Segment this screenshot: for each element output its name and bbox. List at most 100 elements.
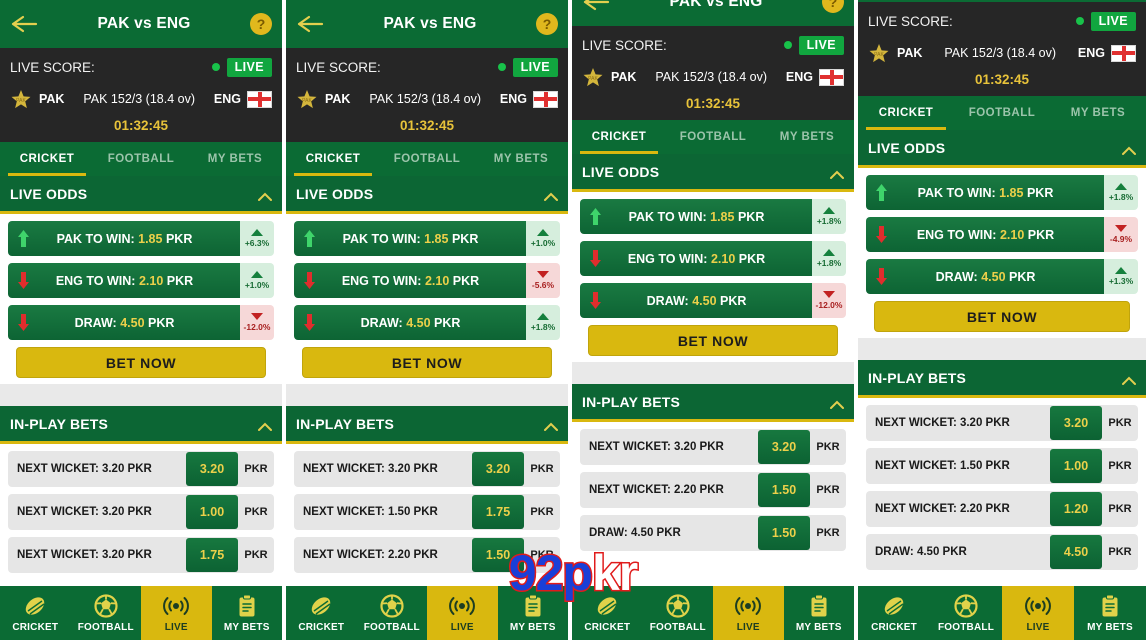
- odds-row[interactable]: PAK TO WIN: 1.85 PKR +1.0%: [294, 221, 560, 256]
- panel-scroller[interactable]: PAK vs ENG ? LIVE SCORE: LIVE PAK PAK PA…: [286, 0, 568, 640]
- bet-row[interactable]: NEXT WICKET: 1.50 PKR 1.00 PKR: [866, 448, 1138, 484]
- back-arrow-icon[interactable]: [296, 13, 324, 35]
- odds-row[interactable]: DRAW: 4.50 PKR +1.8%: [294, 305, 560, 340]
- odds-row[interactable]: DRAW: 4.50 PKR -12.0%: [8, 305, 274, 340]
- nav-item-cricket[interactable]: CRICKET: [286, 586, 357, 640]
- bet-odd-button[interactable]: 1.50: [758, 516, 810, 550]
- odds-row[interactable]: ENG TO WIN: 2.10 PKR -4.9%: [866, 217, 1138, 252]
- help-circle-icon[interactable]: ?: [250, 13, 272, 35]
- odds-main[interactable]: PAK TO WIN: 1.85 PKR: [580, 199, 812, 234]
- nav-item-cricket[interactable]: CRICKET: [572, 586, 643, 640]
- bet-row[interactable]: NEXT WICKET: 3.20 PKR 3.20 PKR: [580, 429, 846, 465]
- chevron-up-icon[interactable]: [258, 189, 272, 201]
- in-play-bets-header[interactable]: IN-PLAY BETS: [572, 384, 854, 422]
- bet-odd-button[interactable]: 1.20: [1050, 492, 1102, 526]
- live-odds-header[interactable]: LIVE ODDS: [286, 176, 568, 214]
- nav-item-my-bets[interactable]: MY BETS: [1074, 586, 1146, 640]
- bet-row[interactable]: DRAW: 4.50 PKR 1.50 PKR: [580, 515, 846, 551]
- odds-row[interactable]: PAK TO WIN: 1.85 PKR +6.3%: [8, 221, 274, 256]
- live-odds-header[interactable]: LIVE ODDS: [0, 176, 282, 214]
- bet-odd-button[interactable]: 3.20: [186, 452, 238, 486]
- bet-odd-button[interactable]: 1.00: [1050, 449, 1102, 483]
- odds-main[interactable]: ENG TO WIN: 2.10 PKR: [8, 263, 240, 298]
- bet-odd-button[interactable]: 3.20: [472, 452, 524, 486]
- nav-item-my-bets[interactable]: MY BETS: [784, 586, 855, 640]
- chevron-up-icon[interactable]: [830, 167, 844, 179]
- nav-item-cricket[interactable]: CRICKET: [858, 586, 930, 640]
- chevron-up-icon[interactable]: [830, 397, 844, 409]
- chevron-up-icon[interactable]: [1122, 143, 1136, 155]
- bet-odd-button[interactable]: 4.50: [1050, 535, 1102, 569]
- nav-item-my-bets[interactable]: MY BETS: [212, 586, 283, 640]
- chevron-up-icon[interactable]: [1122, 373, 1136, 385]
- chevron-up-icon[interactable]: [258, 419, 272, 431]
- tab-football[interactable]: FOOTBALL: [968, 107, 1036, 119]
- tab-my-bets[interactable]: MY BETS: [493, 153, 549, 165]
- bet-row[interactable]: NEXT WICKET: 2.20 PKR 1.20 PKR: [866, 491, 1138, 527]
- bet-now-button[interactable]: BET NOW: [874, 301, 1130, 332]
- nav-item-football[interactable]: FOOTBALL: [643, 586, 714, 640]
- bet-odd-button[interactable]: 1.75: [472, 495, 524, 529]
- nav-item-football[interactable]: FOOTBALL: [357, 586, 428, 640]
- tab-football[interactable]: FOOTBALL: [679, 131, 747, 143]
- odds-row[interactable]: DRAW: 4.50 PKR -12.0%: [580, 283, 846, 318]
- bet-odd-button[interactable]: 1.75: [186, 538, 238, 572]
- odds-main[interactable]: DRAW: 4.50 PKR: [294, 305, 526, 340]
- in-play-bets-header[interactable]: IN-PLAY BETS: [286, 406, 568, 444]
- tab-cricket[interactable]: CRICKET: [286, 142, 380, 176]
- nav-item-live[interactable]: LIVE: [1002, 586, 1074, 640]
- odds-row[interactable]: ENG TO WIN: 2.10 PKR +1.8%: [580, 241, 846, 276]
- help-circle-icon[interactable]: ?: [536, 13, 558, 35]
- odds-main[interactable]: DRAW: 4.50 PKR: [580, 283, 812, 318]
- tab-my-bets[interactable]: MY BETS: [1070, 107, 1126, 119]
- bet-odd-button[interactable]: 3.20: [1050, 406, 1102, 440]
- nav-item-live[interactable]: LIVE: [713, 586, 784, 640]
- tab-my-bets[interactable]: MY BETS: [779, 131, 835, 143]
- tab-cricket[interactable]: CRICKET: [572, 120, 666, 154]
- live-odds-header[interactable]: LIVE ODDS: [572, 154, 854, 192]
- odds-row[interactable]: DRAW: 4.50 PKR +1.3%: [866, 259, 1138, 294]
- panel-scroller[interactable]: PAK vs ENG ? LIVE SCORE: LIVE PAK PAK PA…: [572, 0, 854, 640]
- odds-main[interactable]: PAK TO WIN: 1.85 PKR: [8, 221, 240, 256]
- bet-row[interactable]: NEXT WICKET: 2.20 PKR 1.50 PKR: [580, 472, 846, 508]
- odds-row[interactable]: PAK TO WIN: 1.85 PKR +1.8%: [580, 199, 846, 234]
- odds-main[interactable]: ENG TO WIN: 2.10 PKR: [580, 241, 812, 276]
- nav-item-football[interactable]: FOOTBALL: [930, 586, 1002, 640]
- tab-my-bets[interactable]: MY BETS: [207, 153, 263, 165]
- in-play-bets-header[interactable]: IN-PLAY BETS: [858, 360, 1146, 398]
- panel-scroller[interactable]: PAK vs ENG ? LIVE SCORE: LIVE PAK PAK PA…: [0, 0, 282, 640]
- bet-odd-button[interactable]: 1.50: [758, 473, 810, 507]
- bet-now-button[interactable]: BET NOW: [16, 347, 266, 378]
- odds-main[interactable]: ENG TO WIN: 2.10 PKR: [294, 263, 526, 298]
- odds-main[interactable]: DRAW: 4.50 PKR: [8, 305, 240, 340]
- bet-row[interactable]: NEXT WICKET: 3.20 PKR 3.20 PKR: [294, 451, 560, 487]
- bet-row[interactable]: NEXT WICKET: 3.20 PKR 1.75 PKR: [8, 537, 274, 573]
- panel-scroller[interactable]: PAK vs ENG ? LIVE SCORE: LIVE PAK PAK PA…: [858, 0, 1146, 640]
- nav-item-my-bets[interactable]: MY BETS: [498, 586, 569, 640]
- tab-football[interactable]: FOOTBALL: [393, 153, 461, 165]
- bet-odd-button[interactable]: 1.50: [472, 538, 524, 572]
- bet-row[interactable]: NEXT WICKET: 2.20 PKR 1.50 PKR: [294, 537, 560, 573]
- back-arrow-icon[interactable]: [10, 13, 38, 35]
- live-odds-header[interactable]: LIVE ODDS: [858, 130, 1146, 168]
- in-play-bets-header[interactable]: IN-PLAY BETS: [0, 406, 282, 444]
- odds-main[interactable]: DRAW: 4.50 PKR: [866, 259, 1104, 294]
- odds-row[interactable]: ENG TO WIN: 2.10 PKR -5.6%: [294, 263, 560, 298]
- nav-item-football[interactable]: FOOTBALL: [71, 586, 142, 640]
- chevron-up-icon[interactable]: [544, 419, 558, 431]
- bet-now-button[interactable]: BET NOW: [588, 325, 838, 356]
- odds-row[interactable]: ENG TO WIN: 2.10 PKR +1.0%: [8, 263, 274, 298]
- bet-row[interactable]: NEXT WICKET: 3.20 PKR 1.00 PKR: [8, 494, 274, 530]
- nav-item-live[interactable]: LIVE: [427, 586, 498, 640]
- bet-row[interactable]: DRAW: 4.50 PKR 4.50 PKR: [866, 534, 1138, 570]
- nav-item-cricket[interactable]: CRICKET: [0, 586, 71, 640]
- tab-football[interactable]: FOOTBALL: [107, 153, 175, 165]
- odds-main[interactable]: PAK TO WIN: 1.85 PKR: [866, 175, 1104, 210]
- bet-now-button[interactable]: BET NOW: [302, 347, 552, 378]
- back-arrow-icon[interactable]: [582, 0, 610, 13]
- tab-cricket[interactable]: CRICKET: [858, 96, 954, 130]
- bet-row[interactable]: NEXT WICKET: 3.20 PKR 3.20 PKR: [866, 405, 1138, 441]
- odds-main[interactable]: ENG TO WIN: 2.10 PKR: [866, 217, 1104, 252]
- odds-main[interactable]: PAK TO WIN: 1.85 PKR: [294, 221, 526, 256]
- bet-row[interactable]: NEXT WICKET: 3.20 PKR 3.20 PKR: [8, 451, 274, 487]
